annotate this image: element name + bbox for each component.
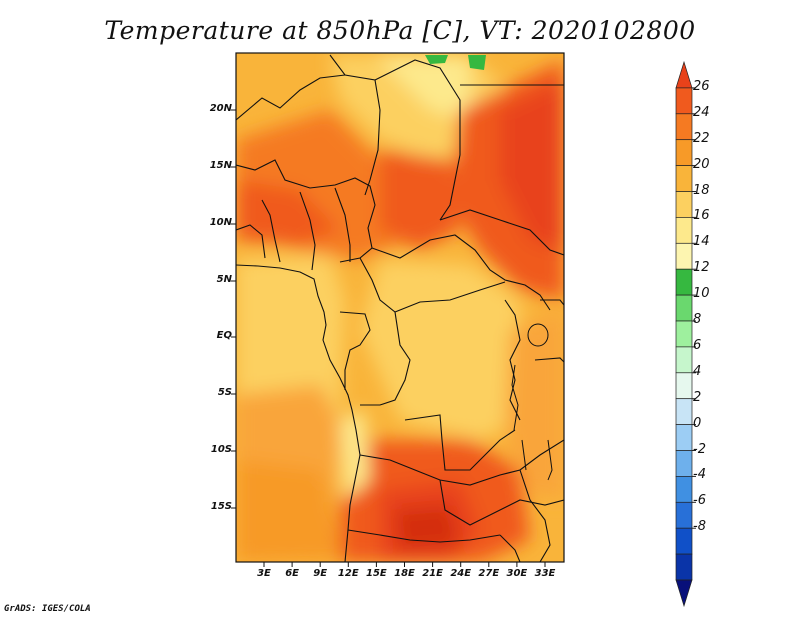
- colorbar: [675, 60, 696, 608]
- lakes: [511, 323, 553, 481]
- latitude-label: 15N: [209, 160, 232, 171]
- colorbar-label: 26: [693, 78, 710, 94]
- colorbar-swatch: [675, 139, 693, 166]
- longitude-label: 21E: [422, 568, 443, 579]
- colorbar-swatch: [675, 553, 693, 581]
- colorbar-label: 22: [693, 130, 710, 146]
- longitude-label: 12E: [337, 568, 359, 579]
- colorbar-swatch: [675, 165, 693, 192]
- colorbar-label: -4: [693, 467, 706, 483]
- longitude-label: 27E: [478, 568, 500, 579]
- colorbar-swatch: [675, 476, 693, 503]
- colorbar-label: 4: [693, 363, 702, 379]
- credit-label: GrADS: IGES/COLA: [4, 604, 91, 614]
- colorbar-swatch: [675, 320, 693, 348]
- colorbar-label: -6: [693, 493, 706, 509]
- colorbar-label: 6: [693, 337, 702, 353]
- longitude-label: 9E: [313, 568, 328, 579]
- temperature-field: [236, 53, 564, 562]
- latitude-label: 10S: [210, 444, 232, 455]
- map-title: Temperature at 850hPa [C], VT: 202010280…: [104, 16, 696, 45]
- colorbar-swatch: [675, 398, 693, 425]
- colorbar-label: 14: [693, 234, 710, 250]
- longitude-label: 15E: [366, 568, 387, 579]
- colorbar-label: -2: [693, 441, 706, 457]
- colorbar-swatch: [675, 294, 693, 322]
- colorbar-label: 8: [693, 312, 702, 327]
- latitude-label: 20N: [209, 103, 232, 114]
- colorbar-label: 24: [693, 104, 710, 120]
- colorbar-swatch: [675, 450, 693, 477]
- colorbar-swatch: [675, 60, 693, 89]
- colorbar-swatch: [675, 268, 693, 296]
- map-frame: [235, 52, 565, 563]
- longitude-label: 18E: [394, 568, 415, 579]
- longitude-label: 33E: [534, 568, 556, 579]
- colorbar-swatch: [675, 501, 693, 529]
- colorbar-swatch: [675, 424, 693, 451]
- colorbar-label: 20: [693, 156, 710, 172]
- latitude-label: EQ: [216, 330, 232, 341]
- colorbar-swatch: [675, 87, 693, 115]
- colorbar-swatch: [675, 191, 693, 218]
- longitude-ticks: [263, 562, 546, 567]
- colorbar-label: 2: [693, 389, 702, 405]
- colorbar-label: -8: [693, 519, 706, 535]
- colorbar-swatch: [675, 527, 693, 555]
- colorbar-label: 10: [693, 286, 710, 302]
- colorbar-swatch: [675, 579, 693, 608]
- colorbar-swatch: [675, 372, 693, 400]
- latitude-ticks: [231, 109, 236, 509]
- country-boundaries: [236, 54, 564, 562]
- colorbar-swatch: [675, 113, 693, 141]
- longitude-label: 24E: [450, 568, 472, 579]
- colorbar-label: 12: [693, 260, 710, 276]
- colorbar-swatch: [675, 346, 693, 374]
- colorbar-swatch: [675, 217, 693, 244]
- latitude-label: 10N: [209, 217, 232, 228]
- latitude-label: 5S: [217, 387, 232, 398]
- colorbar-label: 18: [693, 182, 710, 198]
- longitude-label: 3E: [257, 568, 271, 579]
- longitude-label: 30E: [506, 568, 528, 579]
- colorbar-label: 0: [693, 415, 702, 431]
- latitude-label: 5N: [216, 274, 232, 285]
- longitude-label: 6E: [285, 568, 299, 579]
- colorbar-label: 16: [693, 208, 710, 224]
- latitude-label: 15S: [210, 501, 232, 512]
- colorbar-swatch: [675, 242, 693, 270]
